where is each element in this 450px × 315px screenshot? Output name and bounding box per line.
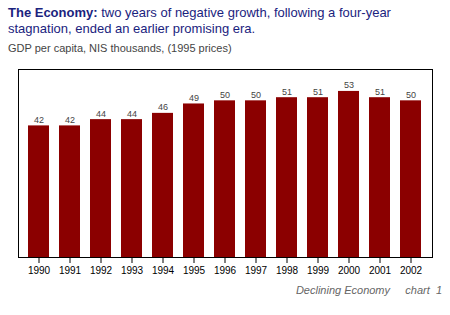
svg-text:1992: 1992 — [90, 265, 113, 276]
html-text:GDP per capita, NIS thousands,: GDP per capita, NIS thousands, (1995 pri… — [8, 42, 232, 54]
html-text:Declining Economy chart 1: Declining Economy chart 1 — [295, 284, 442, 296]
svg-text:51: 51 — [282, 87, 292, 97]
svg-text:46: 46 — [158, 102, 168, 112]
svg-text:51: 51 — [375, 87, 385, 97]
svg-text:42: 42 — [65, 115, 75, 125]
svg-text:1996: 1996 — [214, 265, 237, 276]
svg-text:1991: 1991 — [59, 265, 82, 276]
svg-text:50: 50 — [251, 90, 261, 100]
html-text:The Economy: two years of nega: The Economy: two years of negative growt… — [8, 5, 391, 36]
svg-text:2000: 2000 — [338, 265, 361, 276]
svg-text:1990: 1990 — [28, 265, 51, 276]
svg-text:1993: 1993 — [121, 265, 144, 276]
svg-text:1997: 1997 — [245, 265, 268, 276]
svg-text:51: 51 — [313, 87, 323, 97]
svg-text:44: 44 — [127, 109, 137, 119]
svg-text:1994: 1994 — [152, 265, 175, 276]
svg-text:50: 50 — [406, 90, 416, 100]
svg-text:1998: 1998 — [276, 265, 299, 276]
svg-text:44: 44 — [96, 109, 106, 119]
svg-text:53: 53 — [344, 80, 354, 90]
svg-text:50: 50 — [220, 90, 230, 100]
svg-text:1995: 1995 — [183, 265, 206, 276]
svg-text:49: 49 — [189, 93, 199, 103]
svg-text:1999: 1999 — [307, 265, 330, 276]
svg-text:2001: 2001 — [369, 265, 392, 276]
svg-text:42: 42 — [34, 115, 44, 125]
svg-text:2002: 2002 — [400, 265, 423, 276]
